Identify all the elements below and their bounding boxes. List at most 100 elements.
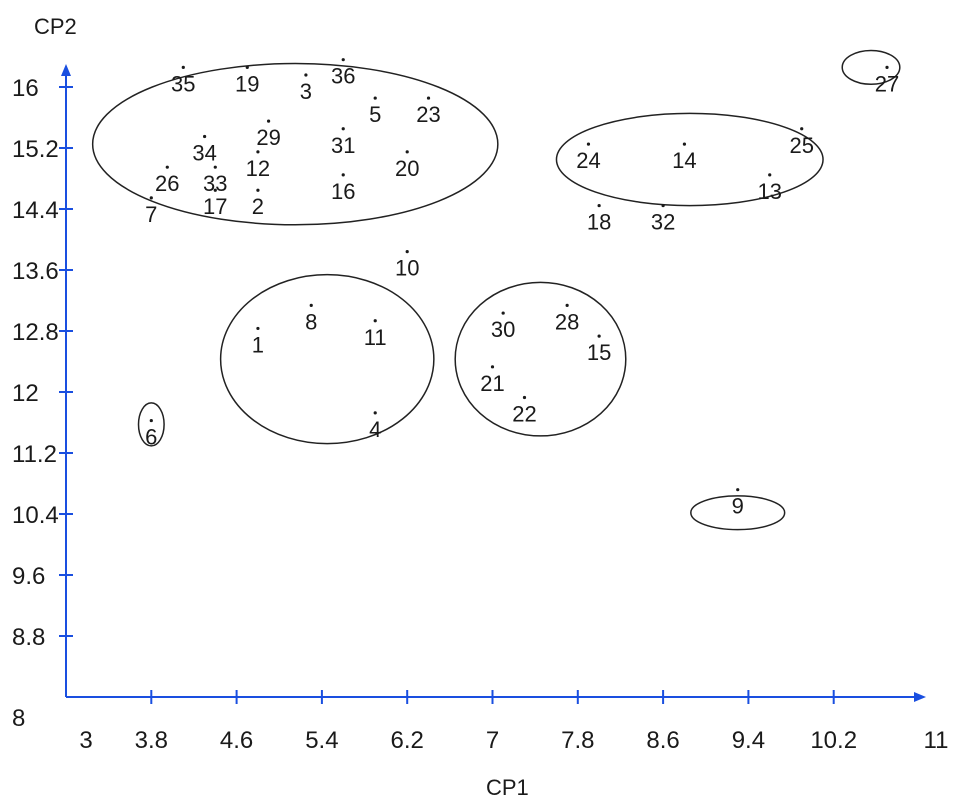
point-label: 31: [331, 133, 355, 158]
y-tick-label: 12.8: [12, 319, 59, 346]
data-point: [586, 142, 591, 146]
point-label: 12: [246, 156, 270, 181]
point-label: 24: [576, 148, 600, 173]
data-point: [426, 96, 431, 100]
y-tick-label: 10.4: [12, 502, 59, 529]
x-tick-label: 3: [79, 727, 92, 754]
data-point: [213, 165, 217, 169]
y-tick-label: 8.8: [12, 624, 45, 651]
data-point: [181, 65, 185, 69]
cluster-ellipse: [219, 273, 435, 445]
x-tick-label: 11: [924, 727, 949, 754]
y-axis-title: CP2: [34, 14, 77, 39]
cluster-ellipse: [841, 49, 901, 85]
data-point: [768, 173, 772, 177]
point-label: 15: [587, 340, 611, 365]
data-point: [309, 303, 313, 307]
x-tick-label: 10.2: [810, 727, 857, 754]
point-label: 14: [672, 148, 696, 173]
axes: [61, 64, 926, 702]
data-point: [490, 365, 495, 369]
point-label: 7: [145, 202, 157, 227]
y-tick-label: 16: [12, 75, 39, 102]
point-label: 29: [256, 125, 280, 150]
point-label: 27: [875, 71, 899, 96]
point-label: 28: [555, 309, 579, 334]
point-label: 11: [364, 325, 387, 350]
data-points: 1234567891011121314151617181920212223242…: [145, 58, 899, 519]
x-tick-label: 9.4: [732, 727, 765, 754]
y-tick-label: 11.2: [12, 441, 57, 468]
y-tick-label: 8: [12, 705, 25, 732]
point-label: 20: [395, 156, 419, 181]
point-label: 17: [203, 194, 227, 219]
data-point: [203, 134, 207, 139]
data-point: [213, 188, 217, 192]
data-point: [165, 165, 169, 169]
data-point: [256, 150, 260, 154]
point-label: 19: [235, 71, 259, 96]
point-label: 18: [587, 210, 611, 235]
point-label: 9: [732, 494, 744, 519]
point-label: 2: [252, 194, 264, 219]
point-label: 33: [203, 171, 227, 196]
data-point: [661, 203, 665, 208]
data-point: [373, 96, 377, 100]
data-point: [682, 142, 687, 146]
point-label: 26: [155, 171, 179, 196]
data-point: [565, 303, 569, 307]
data-point: [341, 58, 345, 62]
data-point: [341, 173, 345, 177]
data-point: [373, 319, 377, 323]
x-tick-label: 7: [486, 727, 499, 754]
x-tick-label: 8.6: [646, 727, 679, 754]
point-label: 23: [416, 102, 440, 127]
data-point: [597, 334, 601, 338]
data-point: [341, 127, 345, 131]
data-point: [266, 119, 271, 123]
point-label: 16: [331, 179, 355, 204]
point-label: 3: [300, 79, 312, 104]
cluster-ellipse: [454, 281, 627, 437]
y-tick-label: 15.2: [12, 136, 59, 163]
data-point: [149, 418, 153, 423]
x-tick-label: 7.8: [561, 727, 594, 754]
cluster-ellipse: [555, 112, 824, 207]
point-label: 36: [331, 64, 355, 89]
point-label: 8: [305, 309, 317, 334]
data-point: [405, 150, 409, 154]
y-axis-arrow: [61, 64, 71, 76]
point-label: 35: [171, 71, 195, 96]
y-tick-label: 9.6: [12, 563, 45, 590]
cluster-ellipses: [91, 49, 901, 531]
data-point: [501, 311, 505, 315]
x-tick-label: 6.2: [391, 727, 424, 754]
point-label: 21: [480, 371, 504, 396]
point-label: 25: [789, 133, 813, 158]
point-label: 6: [145, 425, 157, 450]
cluster-ellipse: [91, 62, 499, 226]
y-tick-label: 12: [12, 380, 39, 407]
data-point: [256, 188, 260, 192]
point-label: 10: [395, 256, 419, 281]
x-axis-title: CP1: [486, 775, 529, 800]
x-tick-label: 4.6: [220, 727, 253, 754]
point-label: 30: [491, 317, 515, 342]
point-label: 32: [651, 210, 675, 235]
data-point: [405, 250, 409, 254]
point-label: 22: [512, 402, 536, 427]
cluster-ellipse: [137, 402, 165, 447]
point-label: 1: [252, 332, 264, 357]
x-axis-arrow: [914, 692, 926, 702]
data-point: [800, 127, 804, 131]
x-tick-label: 3.8: [135, 727, 168, 754]
data-point: [885, 65, 889, 69]
data-point: [522, 395, 527, 400]
data-point: [373, 411, 377, 415]
cluster-ellipse: [690, 495, 786, 531]
data-point: [304, 73, 308, 77]
tick-marks-and-labels: 3 3.8 4.6 5.4 6.2 7 7.8 8.6 9.4 10.2 1188.89.610.4…: [12, 75, 948, 754]
data-point: [256, 326, 260, 331]
data-point: [149, 196, 153, 200]
data-point: [597, 203, 601, 208]
